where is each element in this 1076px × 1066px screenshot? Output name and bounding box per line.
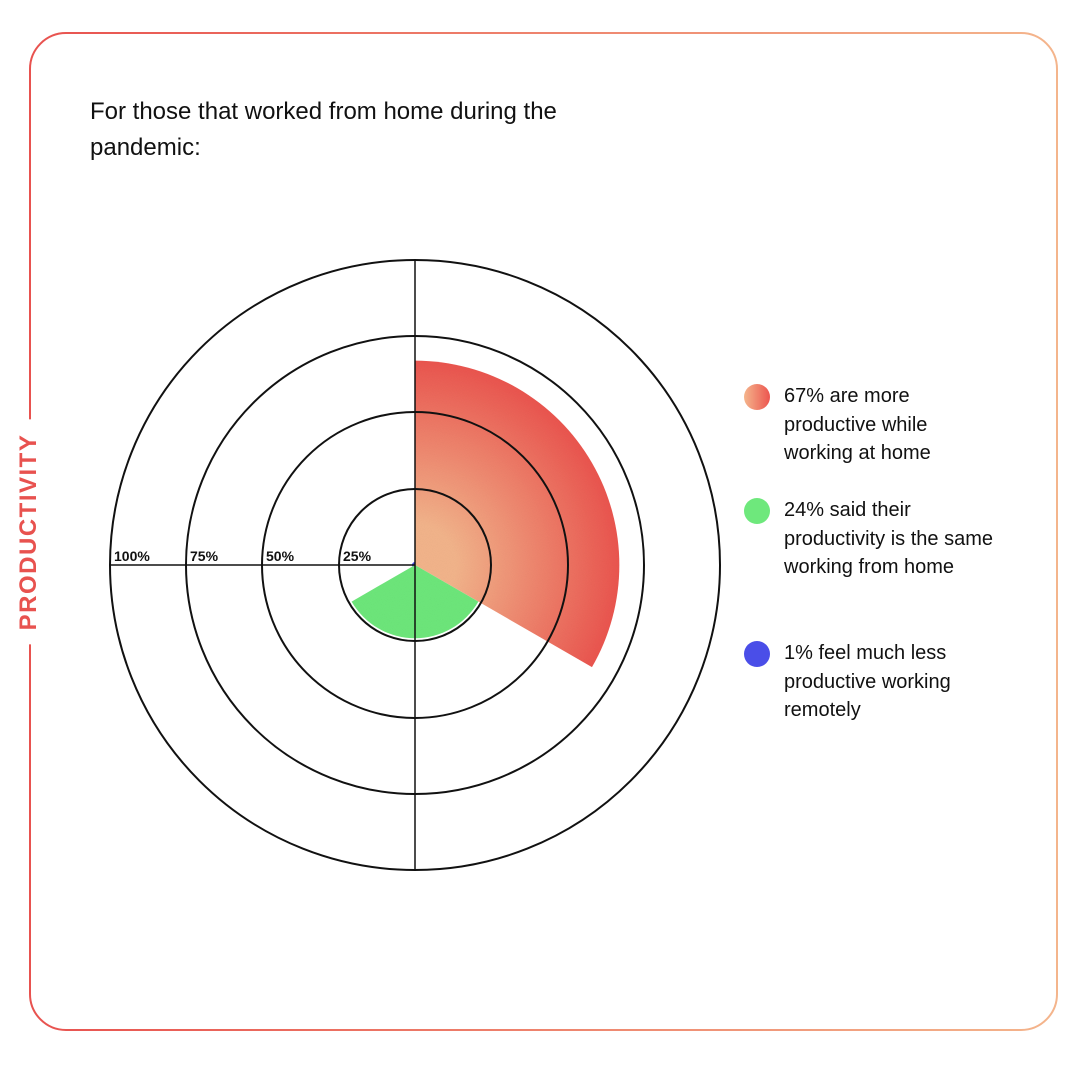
legend-dot-blue [744, 641, 770, 667]
legend-text: 1% feel much less productive working rem… [784, 642, 951, 721]
legend-text: 24% said their productivity is the same … [784, 499, 993, 578]
slice-more-productive [415, 360, 620, 668]
tick-label-50pct: 50% [266, 548, 295, 564]
tick-label-25pct: 25% [343, 548, 372, 564]
chart-title: For those that worked from home during t… [90, 98, 557, 161]
legend-dot-orange [744, 384, 770, 410]
grid-layer [109, 259, 721, 871]
legend-text: 67% are more productive while working at… [784, 385, 931, 464]
tick-label-75pct: 75% [190, 548, 219, 564]
legend-dot-green [744, 498, 770, 524]
tick-label-100pct: 100% [114, 548, 150, 564]
tick-labels-layer: 25% 50% 75% 100% [114, 548, 372, 564]
